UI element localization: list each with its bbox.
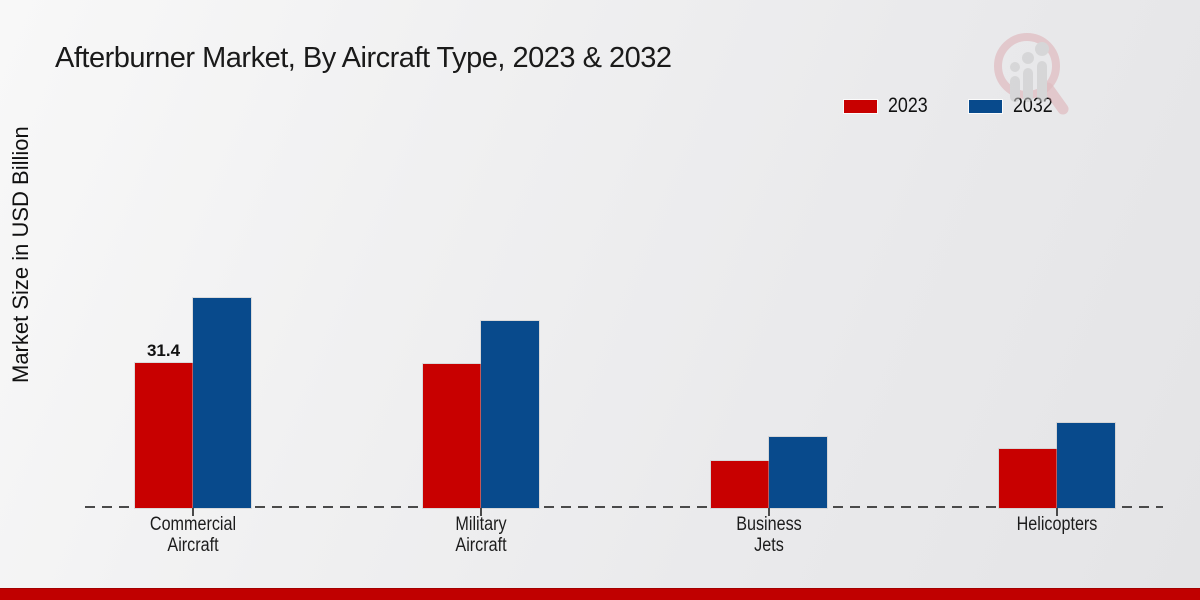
y-axis-label: Market Size in USD Billion	[8, 126, 33, 383]
bar-2023-business-jets	[710, 461, 769, 508]
chart-title: Afterburner Market, By Aircraft Type, 20…	[55, 42, 672, 74]
bar-2032-business-jets	[768, 437, 827, 508]
legend-swatch-2023	[844, 99, 877, 113]
bar-2023-military-aircraft	[422, 364, 481, 508]
chart-magnifier-watermark-icon	[994, 33, 1069, 115]
bar-2032-commercial-aircraft	[192, 298, 251, 508]
bar-2032-helicopters	[1056, 423, 1115, 508]
legend-swatch-2032	[968, 99, 1002, 113]
legend-label-2023: 2023	[888, 94, 928, 117]
footer-brand-strip	[0, 588, 1200, 600]
bar-2023-helicopters	[998, 449, 1057, 508]
x-axis-tick	[1055, 508, 1058, 516]
category-label-commercial-aircraft: Commercial Aircraft	[149, 514, 236, 556]
category-label-business-jets: Business Jets	[735, 514, 802, 556]
value-label-2023-commercial-aircraft: 31.4	[146, 341, 181, 360]
x-axis-baseline	[85, 506, 1163, 508]
bar-2032-military-aircraft	[480, 321, 539, 508]
x-axis-tick	[191, 508, 194, 516]
legend: 2023 2032	[844, 94, 1059, 118]
bar-2023-commercial-aircraft	[134, 363, 193, 508]
category-label-military-aircraft: Military Aircraft	[454, 514, 507, 556]
category-label-helicopters: Helicopters	[1016, 514, 1097, 535]
x-axis-tick	[767, 508, 770, 516]
x-axis-tick	[479, 508, 482, 516]
legend-item-2023: 2023	[844, 94, 935, 118]
